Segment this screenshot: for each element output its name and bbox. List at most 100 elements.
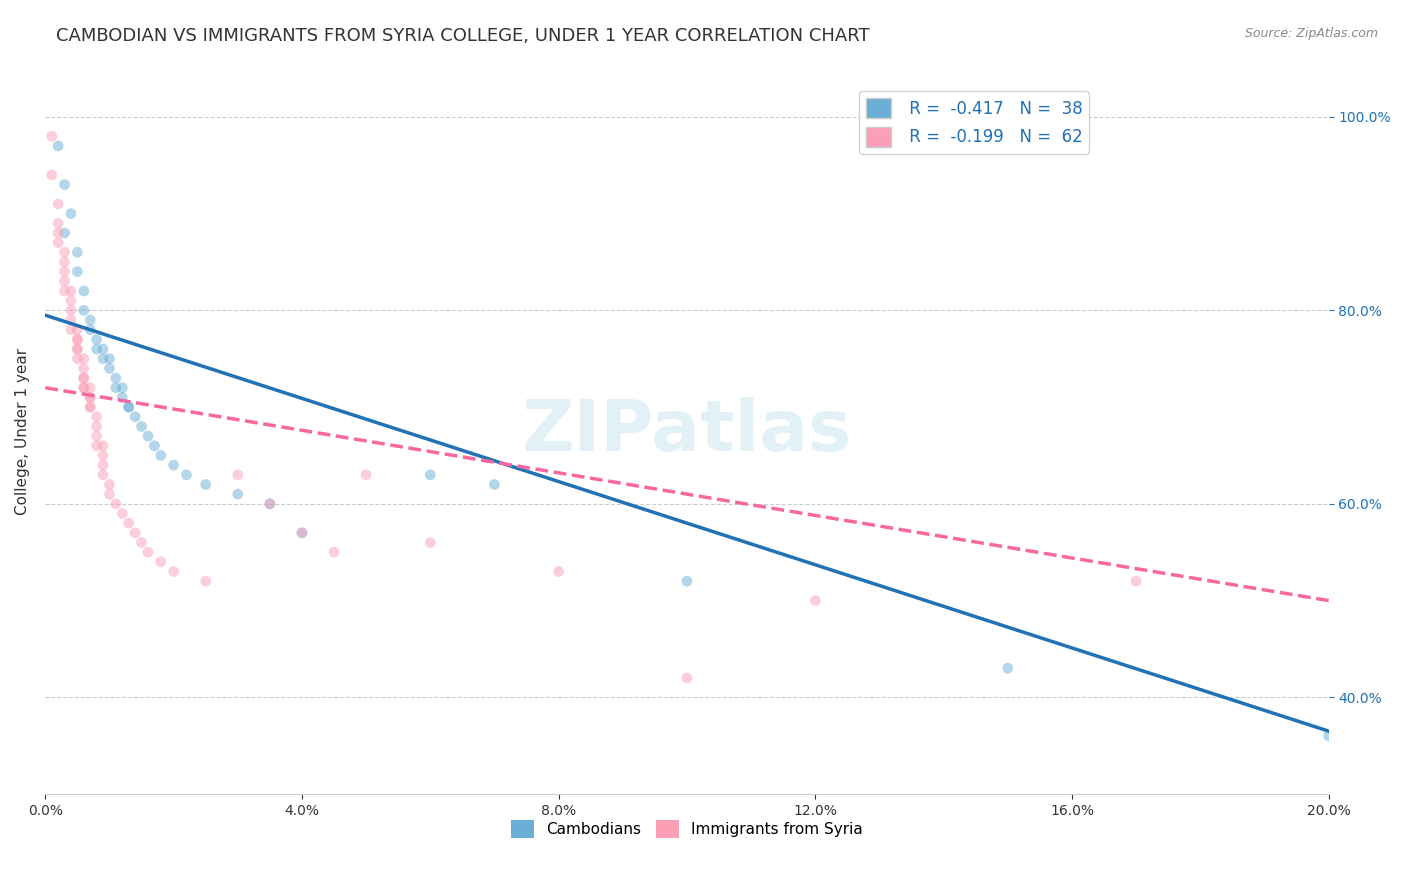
Immigrants from Syria bbox=[79, 400, 101, 414]
Cambodians bbox=[291, 525, 314, 540]
Immigrants from Syria bbox=[419, 535, 441, 549]
Immigrants from Syria bbox=[73, 351, 96, 366]
Immigrants from Syria bbox=[91, 449, 114, 463]
Cambodians bbox=[98, 361, 121, 376]
Cambodians bbox=[419, 467, 441, 482]
Cambodians bbox=[143, 439, 166, 453]
Immigrants from Syria bbox=[118, 516, 141, 531]
Immigrants from Syria bbox=[59, 313, 82, 327]
Immigrants from Syria bbox=[91, 467, 114, 482]
Cambodians bbox=[53, 226, 76, 240]
Immigrants from Syria bbox=[53, 284, 76, 298]
Immigrants from Syria bbox=[86, 429, 108, 443]
Cambodians bbox=[676, 574, 699, 589]
Immigrants from Syria bbox=[226, 467, 249, 482]
Immigrants from Syria bbox=[59, 323, 82, 337]
Cambodians bbox=[46, 139, 69, 153]
Immigrants from Syria bbox=[86, 409, 108, 424]
Cambodians bbox=[104, 381, 127, 395]
Immigrants from Syria bbox=[46, 235, 69, 250]
Legend: Cambodians, Immigrants from Syria: Cambodians, Immigrants from Syria bbox=[505, 814, 869, 845]
Immigrants from Syria bbox=[46, 216, 69, 230]
Immigrants from Syria bbox=[104, 497, 127, 511]
Immigrants from Syria bbox=[73, 361, 96, 376]
Immigrants from Syria bbox=[53, 265, 76, 279]
Immigrants from Syria bbox=[59, 303, 82, 318]
Immigrants from Syria bbox=[66, 332, 89, 346]
Immigrants from Syria bbox=[149, 555, 172, 569]
Immigrants from Syria bbox=[53, 274, 76, 288]
Immigrants from Syria bbox=[73, 371, 96, 385]
Text: Source: ZipAtlas.com: Source: ZipAtlas.com bbox=[1244, 27, 1378, 40]
Cambodians bbox=[124, 409, 146, 424]
Cambodians bbox=[111, 391, 134, 405]
Immigrants from Syria bbox=[66, 351, 89, 366]
Cambodians bbox=[194, 477, 217, 491]
Cambodians bbox=[176, 467, 198, 482]
Cambodians bbox=[73, 303, 96, 318]
Cambodians bbox=[59, 206, 82, 220]
Immigrants from Syria bbox=[323, 545, 346, 559]
Immigrants from Syria bbox=[66, 323, 89, 337]
Immigrants from Syria bbox=[79, 391, 101, 405]
Cambodians bbox=[53, 178, 76, 192]
Text: CAMBODIAN VS IMMIGRANTS FROM SYRIA COLLEGE, UNDER 1 YEAR CORRELATION CHART: CAMBODIAN VS IMMIGRANTS FROM SYRIA COLLE… bbox=[56, 27, 870, 45]
Cambodians bbox=[162, 458, 184, 472]
Immigrants from Syria bbox=[136, 545, 159, 559]
Immigrants from Syria bbox=[98, 477, 121, 491]
Immigrants from Syria bbox=[162, 565, 184, 579]
Immigrants from Syria bbox=[98, 487, 121, 501]
Cambodians bbox=[259, 497, 281, 511]
Immigrants from Syria bbox=[41, 129, 63, 144]
Immigrants from Syria bbox=[73, 371, 96, 385]
Immigrants from Syria bbox=[547, 565, 569, 579]
Immigrants from Syria bbox=[111, 507, 134, 521]
Cambodians bbox=[79, 323, 101, 337]
Y-axis label: College, Under 1 year: College, Under 1 year bbox=[15, 348, 30, 515]
Immigrants from Syria bbox=[259, 497, 281, 511]
Immigrants from Syria bbox=[53, 245, 76, 260]
Cambodians bbox=[86, 342, 108, 356]
Cambodians bbox=[118, 400, 141, 414]
Immigrants from Syria bbox=[53, 255, 76, 269]
Immigrants from Syria bbox=[194, 574, 217, 589]
Cambodians bbox=[1317, 729, 1340, 743]
Immigrants from Syria bbox=[124, 525, 146, 540]
Cambodians bbox=[111, 381, 134, 395]
Immigrants from Syria bbox=[66, 342, 89, 356]
Cambodians bbox=[149, 449, 172, 463]
Cambodians bbox=[118, 400, 141, 414]
Cambodians bbox=[91, 351, 114, 366]
Immigrants from Syria bbox=[291, 525, 314, 540]
Immigrants from Syria bbox=[59, 293, 82, 308]
Immigrants from Syria bbox=[1125, 574, 1147, 589]
Immigrants from Syria bbox=[131, 535, 153, 549]
Cambodians bbox=[91, 342, 114, 356]
Text: ZIPatlas: ZIPatlas bbox=[522, 397, 852, 466]
Immigrants from Syria bbox=[354, 467, 377, 482]
Cambodians bbox=[131, 419, 153, 434]
Immigrants from Syria bbox=[86, 439, 108, 453]
Immigrants from Syria bbox=[46, 197, 69, 211]
Immigrants from Syria bbox=[86, 419, 108, 434]
Cambodians bbox=[997, 661, 1019, 675]
Cambodians bbox=[66, 245, 89, 260]
Immigrants from Syria bbox=[91, 458, 114, 472]
Cambodians bbox=[86, 332, 108, 346]
Immigrants from Syria bbox=[59, 284, 82, 298]
Immigrants from Syria bbox=[41, 168, 63, 182]
Immigrants from Syria bbox=[91, 439, 114, 453]
Cambodians bbox=[226, 487, 249, 501]
Cambodians bbox=[484, 477, 506, 491]
Immigrants from Syria bbox=[676, 671, 699, 685]
Immigrants from Syria bbox=[804, 593, 827, 607]
Immigrants from Syria bbox=[73, 381, 96, 395]
Immigrants from Syria bbox=[66, 342, 89, 356]
Cambodians bbox=[66, 265, 89, 279]
Immigrants from Syria bbox=[79, 400, 101, 414]
Immigrants from Syria bbox=[79, 391, 101, 405]
Cambodians bbox=[136, 429, 159, 443]
Cambodians bbox=[98, 351, 121, 366]
Immigrants from Syria bbox=[46, 226, 69, 240]
Cambodians bbox=[73, 284, 96, 298]
